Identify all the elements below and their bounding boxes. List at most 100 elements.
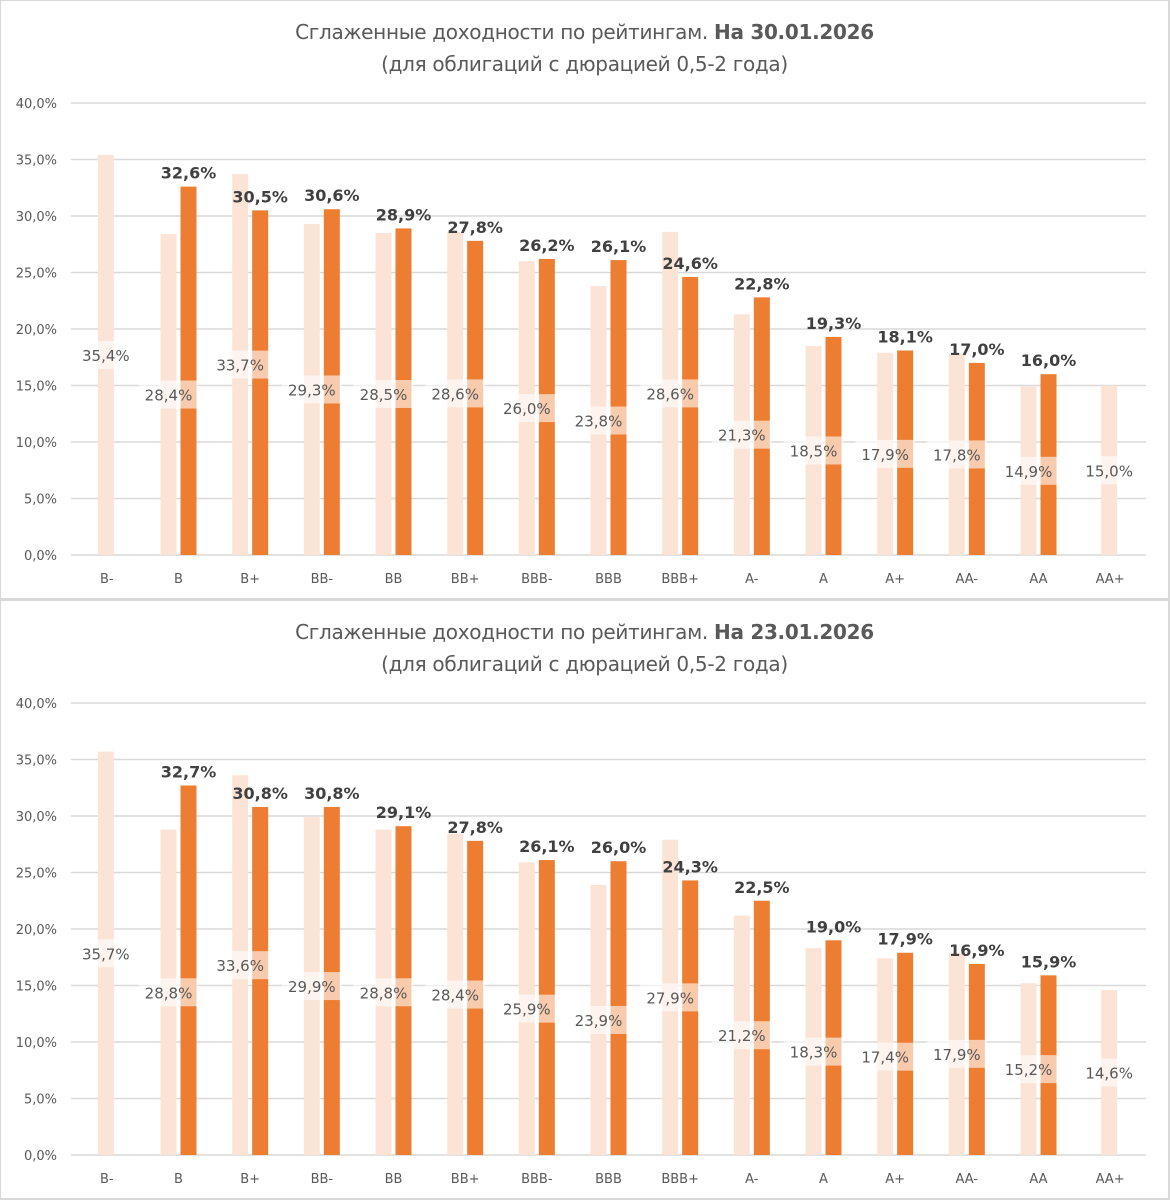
data-label-previous: 23,8% [575,413,623,431]
x-tick-label: BBB [595,572,622,587]
x-tick-label: A- [745,1172,759,1187]
data-label-previous: 15,2% [1005,1061,1053,1079]
data-label-previous-box [711,1021,772,1050]
data-label-current: 22,8% [734,274,790,293]
data-label-previous: 28,6% [646,385,694,403]
data-label-previous: 15,0% [1085,462,1133,480]
data-label-previous-box [353,379,414,408]
data-label-previous-box [640,983,701,1012]
chart-panel-2: Сглаженные доходности по рейтингам. На 2… [1,601,1168,1198]
y-tick-label: 15,0% [16,980,57,995]
data-label-previous-box [281,375,342,404]
x-tick-label: A- [745,572,759,587]
data-label-previous-box [568,406,629,435]
x-tick-label: A [819,1172,828,1187]
y-tick-label: 40,0% [16,97,57,112]
chart-title: Сглаженные доходности по рейтингам. На 2… [295,620,874,644]
chart-panel-1: Сглаженные доходности по рейтингам. На 3… [1,1,1168,598]
data-label-previous: 17,8% [933,446,981,464]
y-tick-label: 25,0% [16,867,57,882]
y-tick-label: 40,0% [16,697,57,712]
data-label-current: 30,5% [232,187,288,206]
x-tick-label: AA+ [1096,572,1125,587]
x-tick-label: BB+ [451,1172,480,1187]
data-label-previous: 28,8% [360,984,408,1002]
data-label-current: 26,1% [519,837,575,856]
data-label-previous-box [496,994,557,1023]
data-label-previous-box [425,980,486,1009]
data-label-previous-box [75,340,136,369]
x-tick-label: B [174,1172,183,1187]
data-label-previous: 26,0% [503,400,551,418]
data-label-previous: 18,5% [790,442,838,460]
data-label-current: 16,9% [949,941,1005,960]
x-tick-label: B+ [240,572,260,587]
x-tick-label: B+ [240,1172,260,1187]
data-label-current: 17,0% [949,340,1005,359]
x-tick-label: AA- [956,572,979,587]
data-label-current: 17,9% [877,930,933,949]
x-tick-label: AA- [956,1172,979,1187]
data-label-previous: 17,9% [933,1046,981,1064]
data-label-current: 27,8% [447,218,503,237]
data-label-previous: 25,9% [503,1001,551,1019]
x-tick-label: B- [100,572,114,587]
data-label-previous-box [783,1037,844,1066]
data-label-previous-box [425,379,486,408]
chart-title-date: На 23.01.2026 [714,620,874,644]
chart-subtitle: (для облигаций с дюрацией 0,5-2 года) [381,652,788,676]
data-label-previous-box [568,1005,629,1034]
bar-current [180,186,197,555]
x-tick-label: BB+ [451,572,480,587]
x-tick-label: BBB+ [661,572,699,587]
data-label-previous-box [1079,1058,1140,1087]
data-label-previous-box [496,394,557,423]
data-label-previous: 28,4% [431,987,479,1005]
data-label-previous-box [353,978,414,1007]
bar-current [682,880,699,1155]
x-tick-label: AA [1029,1172,1047,1187]
x-tick-label: AA [1029,572,1047,587]
chart-title-date: На 30.01.2026 [714,20,874,44]
x-tick-label: A [819,572,828,587]
data-label-previous-box [783,436,844,465]
data-label-current: 29,1% [376,803,432,822]
chart-plot: 0,0% 5,0% 10,0% 15,0% 20,0% 25,0% 30,0% 35,0% 40… [16,697,1146,1187]
data-label-previous: 27,9% [646,989,694,1007]
data-label-previous: 28,8% [145,984,193,1002]
data-label-previous-box [138,978,199,1007]
y-tick-label: 0,0% [24,1149,57,1164]
data-label-current: 27,8% [447,818,503,837]
data-label-current: 30,6% [304,186,360,205]
data-label-current: 28,9% [376,205,432,224]
chart-plot: 0,0% 5,0% 10,0% 15,0% 20,0% 25,0% 30,0% 35,0% 40… [16,97,1146,587]
y-tick-label: 5,0% [24,1093,57,1108]
data-label-current: 22,5% [734,878,790,897]
data-label-previous-box [75,939,136,968]
x-tick-label: BBB- [521,572,553,587]
x-tick-label: B- [100,1172,114,1187]
data-label-current: 19,0% [806,917,862,936]
y-tick-label: 35,0% [16,154,57,169]
data-label-previous-box [210,350,271,379]
data-label-current: 30,8% [304,784,360,803]
data-label-previous-box [640,379,701,408]
data-label-current: 26,0% [591,838,647,857]
data-label-previous: 33,7% [216,357,264,375]
data-label-previous-box [210,951,271,980]
data-label-previous: 18,3% [790,1044,838,1062]
data-label-previous-box [281,972,342,1001]
x-tick-label: AA+ [1096,1172,1125,1187]
x-tick-label: A+ [885,1172,905,1187]
y-tick-label: 10,0% [16,1036,57,1051]
data-label-current: 26,2% [519,236,575,255]
y-tick-label: 5,0% [24,493,57,508]
x-tick-label: BB [385,572,403,587]
data-label-previous-box [711,420,772,449]
y-tick-label: 35,0% [16,754,57,769]
data-label-previous-box [998,1055,1059,1084]
bar-current [252,806,269,1155]
x-tick-label: BB [385,1172,403,1187]
x-tick-label: BBB+ [661,1172,699,1187]
data-label-previous: 14,9% [1005,463,1053,481]
